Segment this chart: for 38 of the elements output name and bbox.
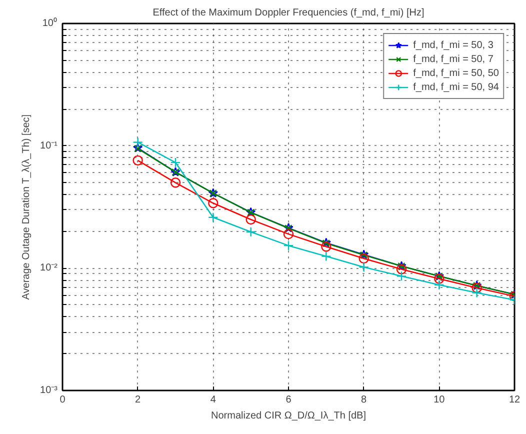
y-tick-label: 10⁰ — [42, 17, 58, 29]
x-tick-label: 0 — [60, 394, 66, 406]
point — [246, 214, 256, 225]
point — [170, 157, 181, 168]
point — [358, 253, 369, 264]
x-axis-title: Normalized CIR Ω_D/Ω_Iλ_Th [dB] — [211, 410, 366, 422]
legend-label: f_md, f_mi = 50, 3 — [413, 38, 494, 52]
point — [246, 226, 256, 237]
point — [132, 137, 143, 148]
point — [321, 242, 332, 252]
x-tick-label: 6 — [286, 394, 292, 406]
x-tick-label: 10 — [434, 394, 446, 406]
legend-label: f_md, f_mi = 50, 7 — [413, 52, 494, 66]
y-tick-label: 10⁻³ — [40, 385, 58, 396]
y-tick-label: 10⁻¹ — [40, 140, 58, 152]
point — [208, 212, 218, 222]
x-tick-label: 12 — [508, 394, 520, 406]
x-tick-label: 8 — [361, 394, 368, 406]
point — [396, 271, 407, 282]
y-axis-title: Average Outage Duration T_λ(λ_Th) [sec] — [21, 114, 32, 300]
point — [321, 251, 332, 262]
legend-label: f_md, f_mi = 50, 94 — [413, 80, 499, 94]
point — [434, 274, 444, 284]
point — [396, 264, 407, 274]
x-tick-label: 4 — [210, 394, 216, 406]
point — [283, 228, 294, 240]
legend-label: f_md, f_mi = 50, 50 — [413, 66, 499, 80]
point — [472, 282, 482, 293]
point — [132, 155, 143, 166]
chart-title: Effect of the Maximum Doppler Frequencies (f_md, f_mi) [Hz] — [152, 8, 425, 18]
point — [358, 262, 369, 272]
point — [283, 240, 294, 251]
point — [170, 178, 181, 188]
point — [472, 288, 482, 298]
point — [208, 198, 218, 208]
x-tick-label: 2 — [135, 394, 142, 406]
y-tick-label: 10⁻² — [40, 262, 58, 274]
point — [434, 280, 444, 290]
